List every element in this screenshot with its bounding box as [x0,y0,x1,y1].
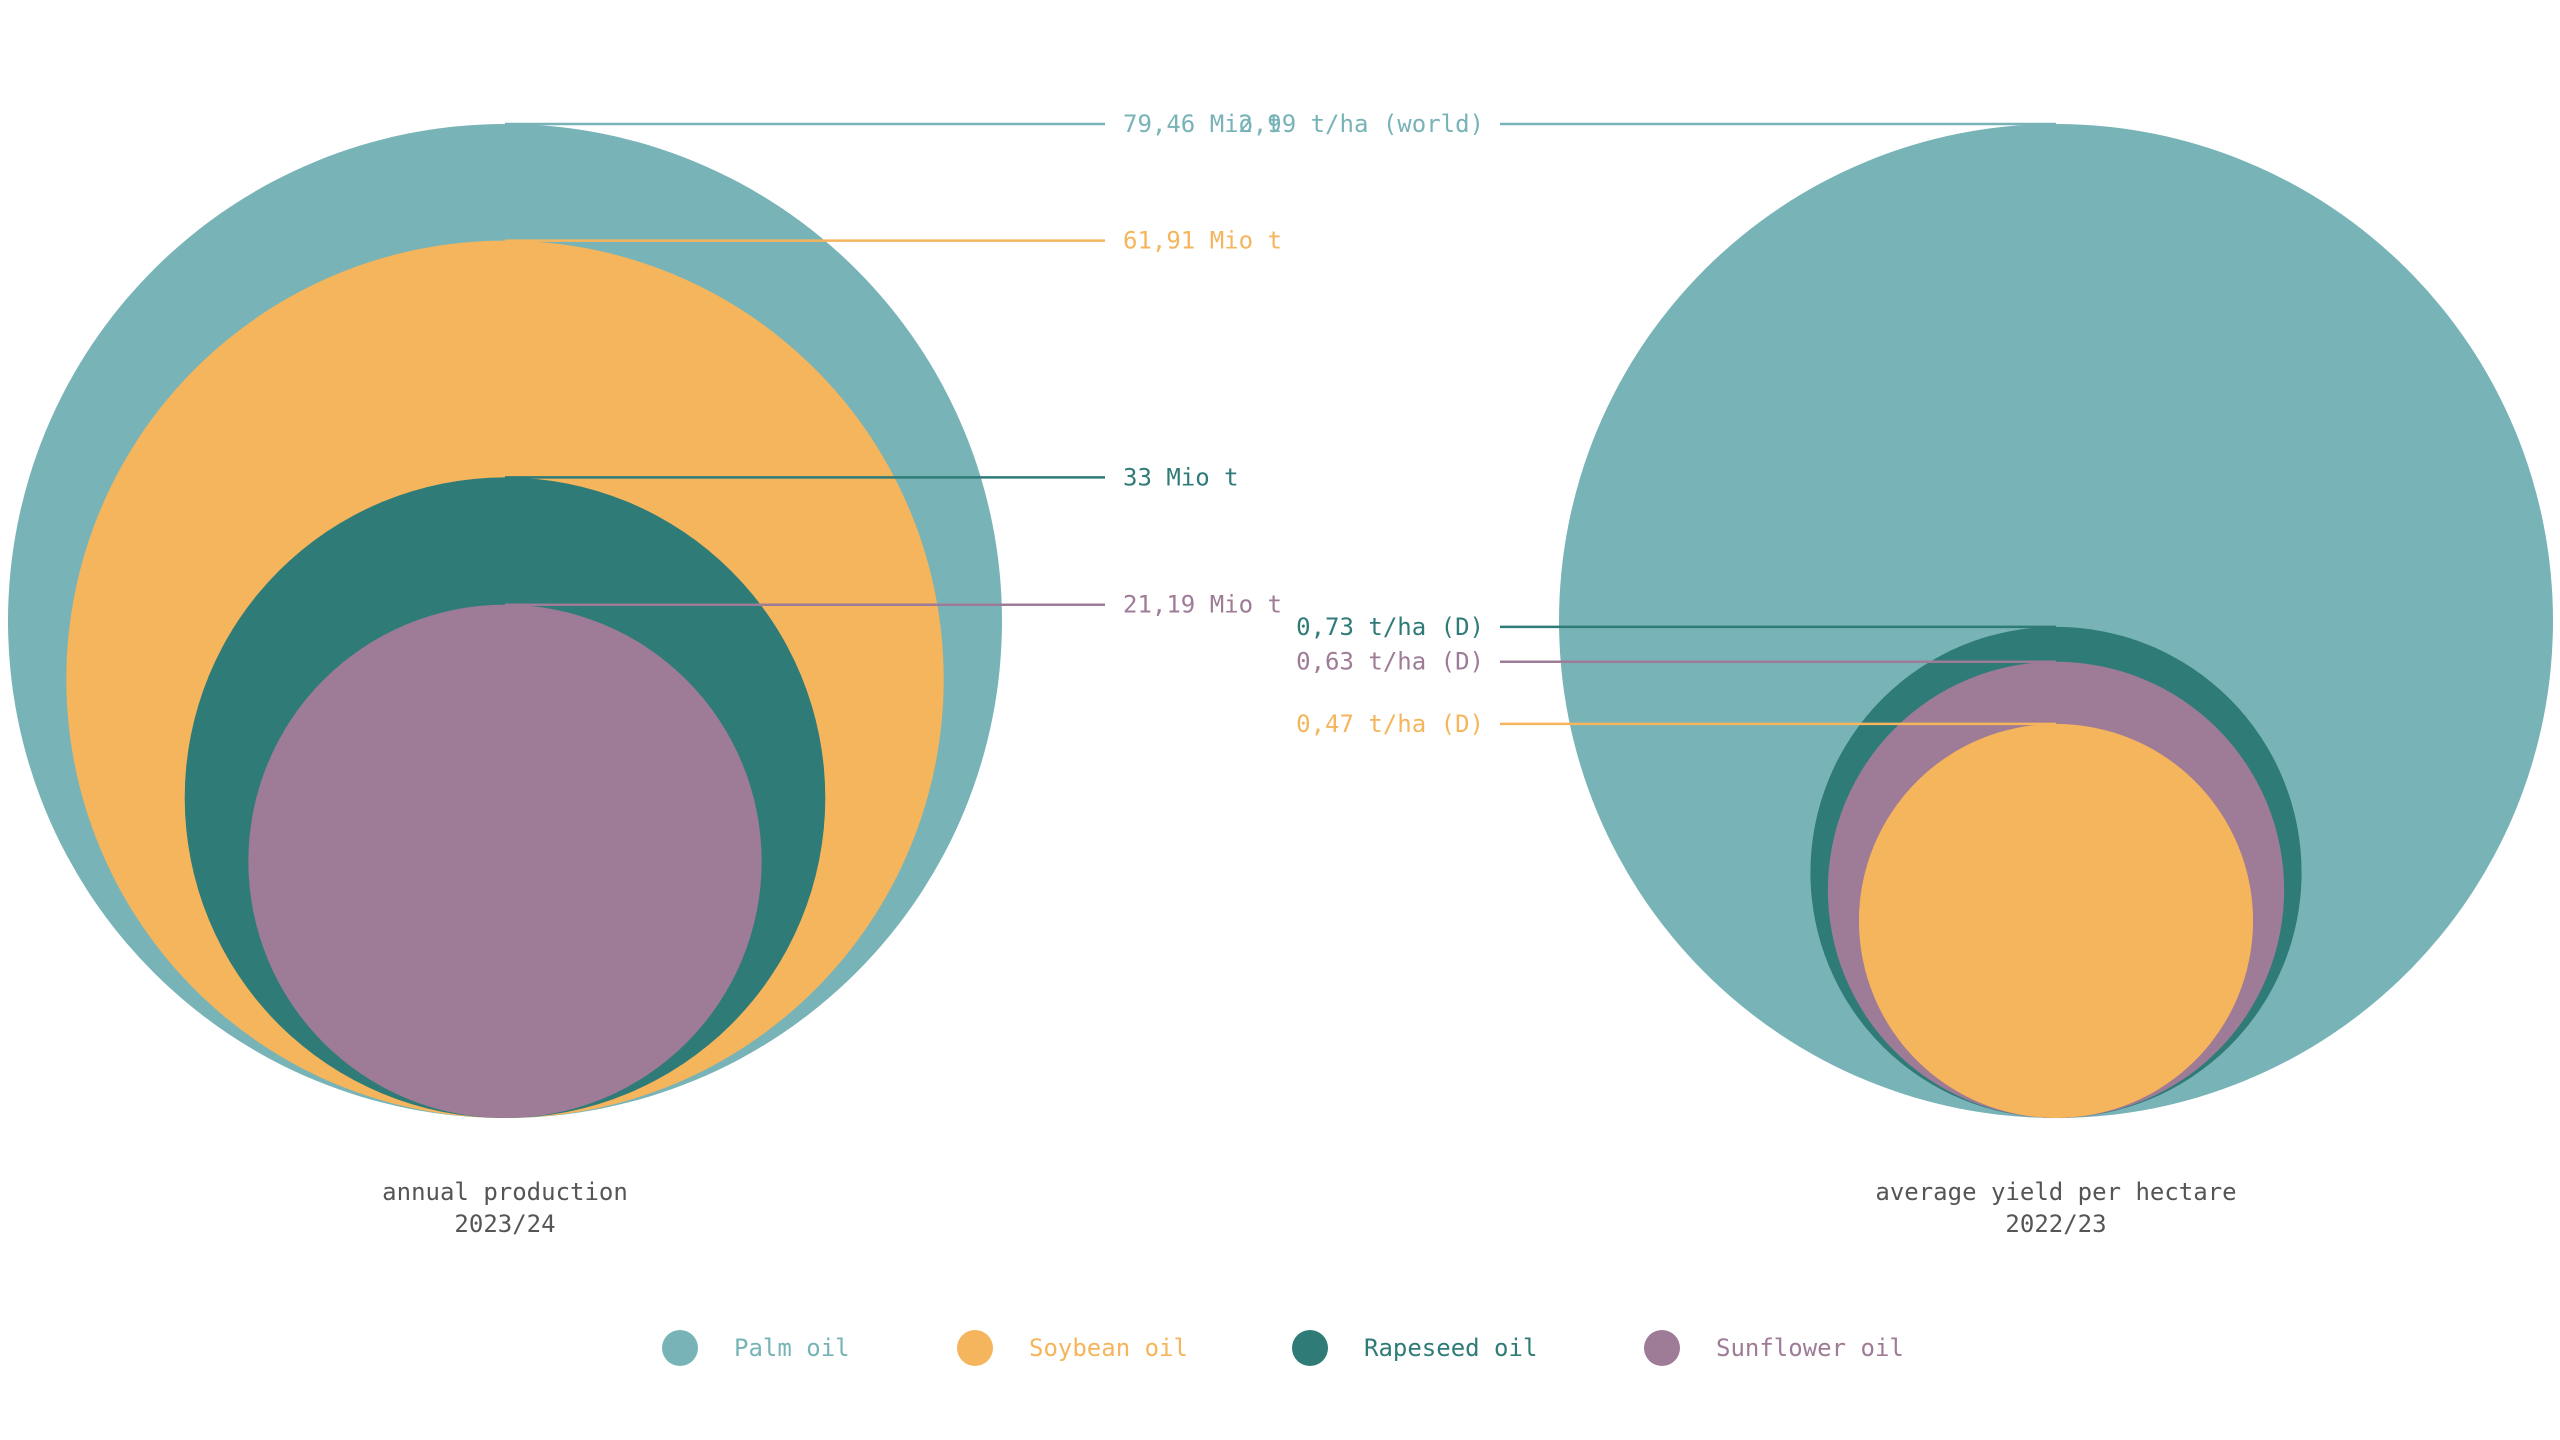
value-label-sunflower-oil: 0,63 t/ha (D) [1296,648,1484,676]
value-label-rapeseed-oil: 0,73 t/ha (D) [1296,613,1484,641]
value-label-soybean-oil: 61,91 Mio t [1123,227,1282,255]
value-label-rapeseed-oil: 33 Mio t [1123,463,1239,491]
bubble-sunflower-oil [248,604,762,1118]
legend-swatch-soybean-oil [957,1330,993,1366]
legend-label-palm-oil: Palm oil [734,1334,850,1362]
value-label-sunflower-oil: 21,19 Mio t [1123,591,1282,619]
legend-label-sunflower-oil: Sunflower oil [1716,1334,1904,1362]
legend-label-rapeseed-oil: Rapeseed oil [1364,1334,1537,1362]
legend-label-soybean-oil: Soybean oil [1029,1334,1188,1362]
value-label-palm-oil: 79,46 Mio t [1123,110,1282,138]
yield-caption-line1: average yield per hectare [1875,1178,2236,1206]
legend-swatch-rapeseed-oil [1292,1330,1328,1366]
annual-production-caption-line2: 2023/24 [454,1210,555,1238]
bubble-palm-oil [1559,124,2553,1118]
bubble-soybean-oil [1858,723,2254,1118]
legend-swatch-palm-oil [662,1330,698,1366]
value-label-palm-oil: 2,99 t/ha (world) [1238,110,1484,138]
yield-per-hectare-chart: 2,99 t/ha (world) 0,73 t/ha (D) 0,63 t/ha … [1238,110,2553,1118]
legend-swatch-sunflower-oil [1644,1330,1680,1366]
legend: Palm oil Soybean oil Rapeseed oil Sunflower… [662,1330,1904,1366]
annual-production-caption-line1: annual production [382,1178,628,1206]
yield-caption-line2: 2022/23 [2005,1210,2106,1238]
annual-production-chart: 79,46 Mio t 61,91 Mio t 33 Mio t 21,19 Mio … [8,110,1282,1118]
value-label-soybean-oil: 0,47 t/ha (D) [1296,710,1484,738]
